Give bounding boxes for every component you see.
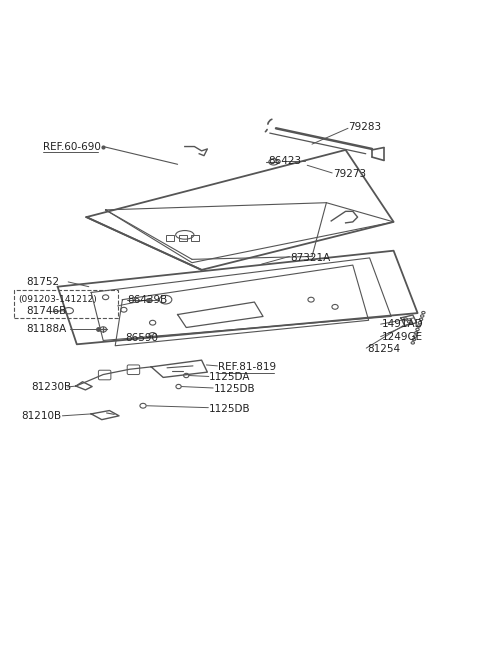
Text: 87321A: 87321A xyxy=(290,253,331,263)
Text: 81210B: 81210B xyxy=(22,411,62,421)
Text: 86439B: 86439B xyxy=(127,295,168,305)
Text: 1491AD: 1491AD xyxy=(382,319,423,329)
Text: 1125DB: 1125DB xyxy=(209,404,251,414)
Text: 79273: 79273 xyxy=(334,169,367,179)
Text: 79283: 79283 xyxy=(348,122,381,132)
Text: 81752: 81752 xyxy=(26,277,60,287)
Text: 86423: 86423 xyxy=(268,156,301,166)
Text: 1125DB: 1125DB xyxy=(214,384,255,394)
Text: 1125DA: 1125DA xyxy=(209,372,250,382)
Text: (091203-141212): (091203-141212) xyxy=(18,295,96,304)
Text: 81746B: 81746B xyxy=(26,306,67,316)
Text: 86590: 86590 xyxy=(125,333,158,343)
Text: 1249GE: 1249GE xyxy=(382,331,423,342)
Text: 81254: 81254 xyxy=(367,344,400,354)
Text: REF.81-819: REF.81-819 xyxy=(218,362,276,372)
Text: REF.60-690: REF.60-690 xyxy=(43,141,101,151)
Text: 81230B: 81230B xyxy=(31,383,72,392)
Text: 81188A: 81188A xyxy=(26,324,67,334)
